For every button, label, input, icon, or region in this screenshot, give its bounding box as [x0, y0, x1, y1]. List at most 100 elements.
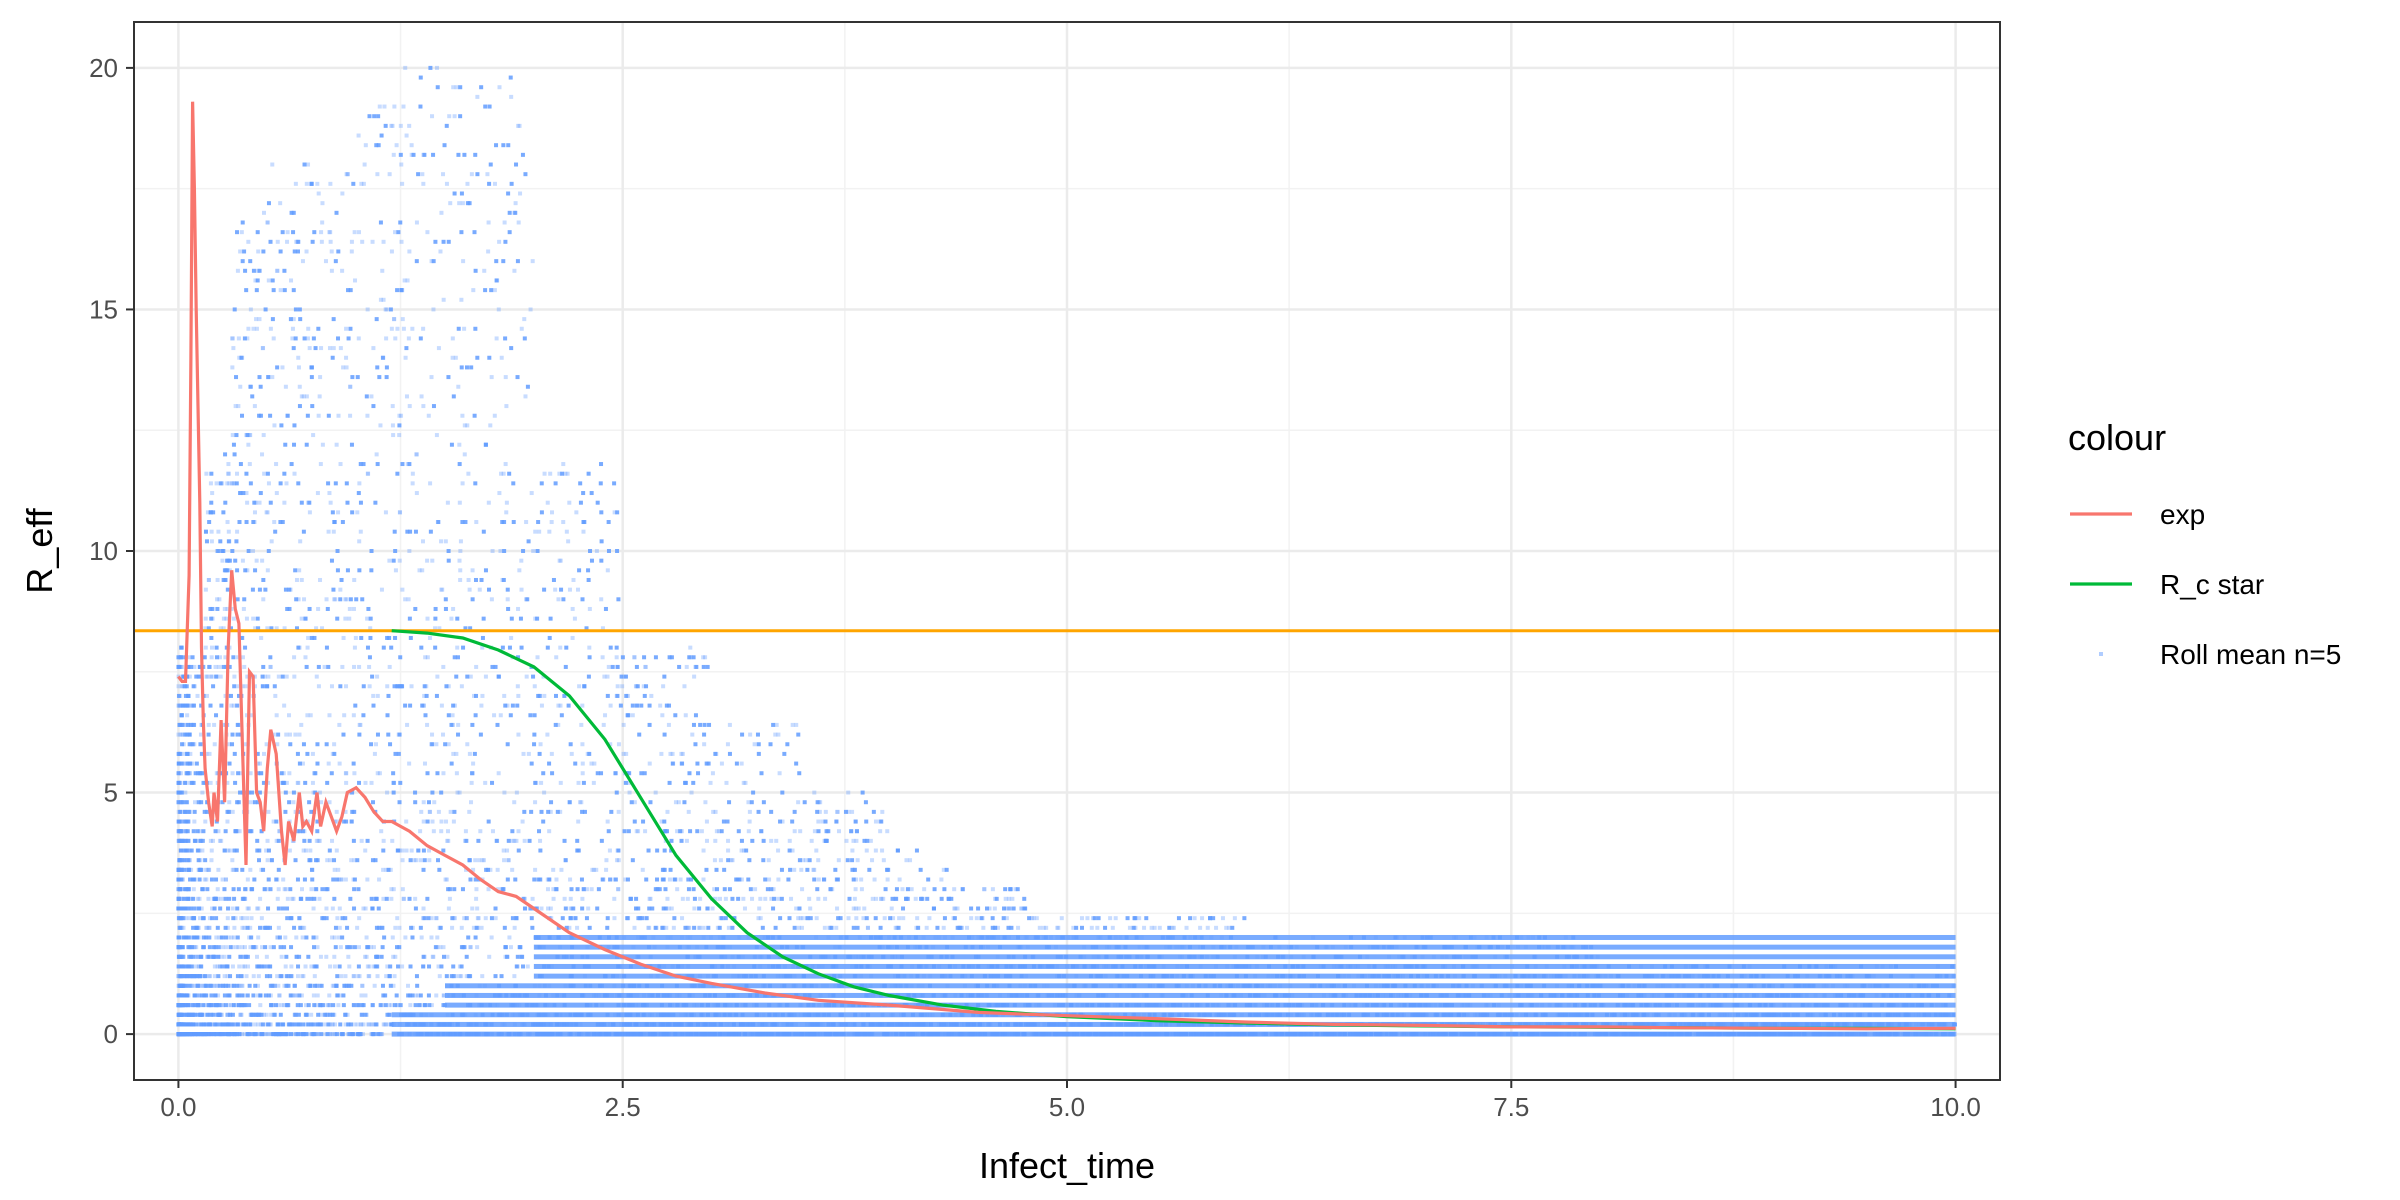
roll-mean-point [609, 809, 614, 814]
roll-mean-point [479, 85, 484, 90]
roll-mean-point [375, 693, 380, 698]
roll-mean-point [295, 829, 300, 834]
roll-mean-point [251, 326, 256, 331]
roll-mean-point [361, 906, 366, 911]
roll-mean-point [612, 896, 617, 901]
roll-mean-point [265, 887, 270, 892]
roll-mean-point [441, 993, 446, 998]
roll-mean-point [327, 800, 332, 805]
roll-mean-point [308, 713, 313, 718]
roll-mean-point [599, 462, 604, 467]
roll-mean-point [486, 819, 491, 824]
roll-mean-point [235, 1022, 240, 1027]
roll-mean-point [575, 838, 580, 843]
roll-mean-point [282, 887, 287, 892]
roll-mean-point [375, 771, 380, 776]
roll-mean-point [579, 800, 584, 805]
roll-mean-point [418, 104, 423, 109]
roll-mean-point [486, 249, 491, 254]
roll-mean-point [296, 239, 301, 244]
roll-mean-point [207, 916, 212, 921]
roll-mean-point [599, 510, 604, 515]
roll-mean-point [516, 123, 521, 128]
roll-mean-point [210, 916, 215, 921]
roll-mean-point [630, 703, 635, 708]
roll-mean-point [206, 626, 211, 631]
roll-mean-point [230, 742, 235, 747]
roll-mean-point [393, 549, 398, 553]
roll-mean-point [325, 1012, 330, 1017]
roll-mean-point [303, 616, 308, 621]
roll-mean-point [400, 887, 405, 892]
roll-mean-point [803, 858, 808, 863]
roll-mean-point [497, 491, 502, 496]
roll-mean-point [604, 867, 609, 872]
roll-mean-point [256, 771, 261, 776]
roll-mean-point [418, 336, 423, 341]
roll-mean-point [584, 916, 589, 921]
roll-mean-point [403, 703, 408, 708]
roll-mean-point [758, 896, 763, 901]
roll-mean-point [284, 780, 289, 785]
roll-mean-point [191, 703, 196, 708]
roll-mean-point [225, 819, 230, 824]
roll-mean-point [616, 809, 621, 814]
roll-mean-point [289, 964, 294, 969]
roll-mean-point [228, 693, 233, 698]
roll-mean-point [394, 143, 399, 148]
roll-mean-point [268, 664, 273, 669]
roll-mean-point [398, 123, 403, 128]
roll-mean-point [548, 809, 553, 814]
roll-mean-point [377, 1032, 382, 1037]
roll-mean-point [661, 925, 666, 930]
roll-mean-point [787, 838, 792, 843]
roll-mean-point [1004, 916, 1009, 921]
roll-mean-point [452, 655, 457, 660]
roll-mean-point [885, 829, 890, 834]
roll-mean-point [289, 278, 294, 283]
roll-mean-point [327, 1003, 332, 1008]
roll-mean-point [312, 974, 317, 979]
roll-mean-point [502, 693, 507, 698]
roll-mean-point [881, 858, 886, 863]
roll-mean-point [325, 1003, 330, 1008]
roll-mean-point [328, 1032, 333, 1037]
roll-mean-point [1013, 887, 1018, 892]
roll-mean-point [927, 916, 932, 921]
roll-mean-point [603, 713, 608, 718]
roll-mean-point [229, 1032, 234, 1037]
roll-mean-point [201, 1022, 206, 1027]
roll-mean-point [539, 481, 544, 486]
roll-mean-point [409, 143, 414, 148]
roll-mean-point [292, 983, 297, 988]
roll-mean-point [727, 887, 732, 892]
roll-mean-point [476, 916, 481, 921]
roll-mean-point [215, 954, 220, 959]
roll-mean-point [213, 945, 218, 950]
roll-mean-point [562, 896, 567, 901]
roll-mean-point [226, 848, 231, 853]
roll-mean-point [545, 887, 550, 892]
roll-mean-point [622, 829, 627, 834]
roll-mean-point [399, 413, 404, 418]
roll-mean-point [300, 829, 305, 834]
roll-mean-point [352, 664, 357, 669]
roll-mean-point [575, 848, 580, 853]
roll-mean-point [310, 239, 315, 244]
roll-mean-point [496, 887, 501, 892]
roll-mean-point [278, 945, 283, 950]
roll-mean-point [413, 606, 418, 611]
roll-mean-point [227, 742, 232, 747]
roll-mean-point [434, 916, 439, 921]
roll-mean-point [462, 326, 467, 331]
roll-mean-point [328, 239, 333, 244]
roll-mean-point [234, 375, 239, 380]
roll-mean-point [505, 587, 510, 592]
roll-mean-point [375, 365, 380, 370]
roll-mean-point [949, 896, 954, 901]
roll-mean-point [616, 887, 621, 892]
roll-mean-point [232, 452, 237, 457]
roll-mean-point [704, 867, 709, 872]
roll-mean-point [740, 732, 745, 737]
roll-mean-point [329, 684, 334, 689]
